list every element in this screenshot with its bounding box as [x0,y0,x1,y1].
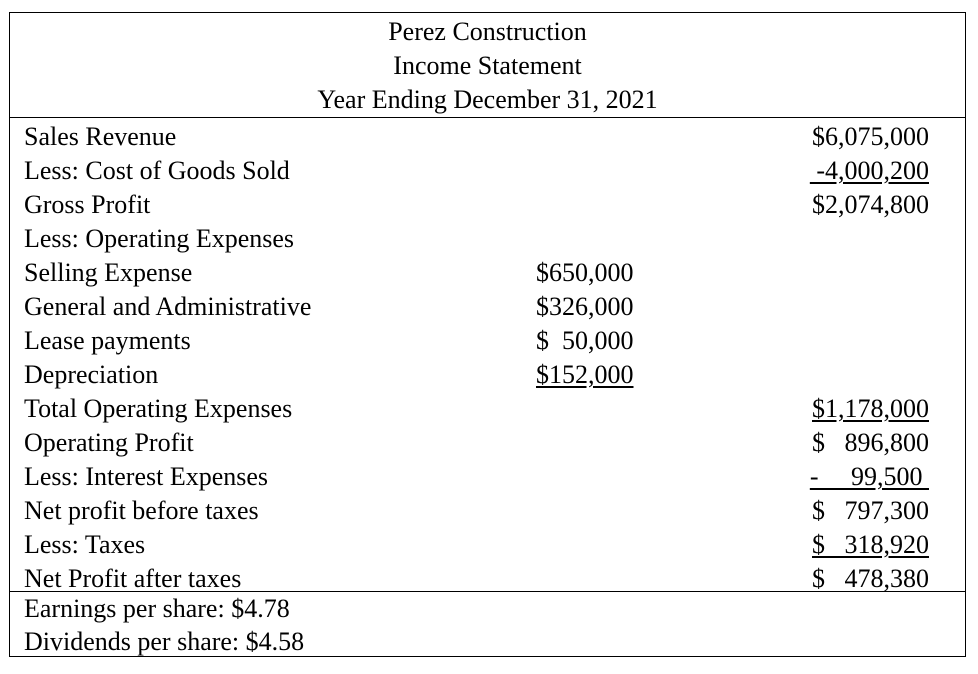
row-label: Total Operating Expenses [24,394,293,423]
row-amount: $ 478,380 [812,564,929,593]
earnings-per-share-row: Earnings per share: $4.78 [10,593,965,625]
row-amount: - 99,500 [809,462,929,491]
row-net-profit-before-taxes: Net profit before taxes $ 797,300 [10,495,965,527]
company-name: Perez Construction [388,17,587,46]
row-sub-amount: $650,000 [536,258,634,287]
row-sub-amount: $326,000 [536,292,634,321]
row-label: Depreciation [24,360,159,389]
row-label: Sales Revenue [24,122,177,151]
row-amount: $1,178,000 [812,394,929,423]
row-total-operating-expenses: Total Operating Expenses $1,178,000 [10,393,965,425]
row-amount: $ 318,920 [812,530,929,559]
dividends-per-share: Dividends per share: $4.58 [24,627,305,656]
row-sub-amount: $152,000 [536,360,634,389]
income-statement: Perez Construction Income Statement Year… [9,12,966,657]
row-amount: -4,000,200 [809,156,929,185]
row-depreciation: Depreciation $152,000 [10,359,965,391]
row-label: Operating Profit [24,428,194,457]
row-operating-profit: Operating Profit $ 896,800 [10,427,965,459]
row-selling-expense: Selling Expense $650,000 [10,257,965,289]
row-label: Less: Taxes [24,530,146,559]
statement-title: Income Statement [393,51,582,80]
row-label: Less: Operating Expenses [24,224,295,253]
row-amount: $2,074,800 [812,190,929,219]
row-label: Net profit before taxes [24,496,259,525]
row-label: Lease payments [24,326,191,355]
statement-footer: Earnings per share: $4.78 Dividends per … [10,591,965,656]
row-amount: $ 896,800 [812,428,929,457]
row-label: Less: Cost of Goods Sold [24,156,290,185]
dividends-per-share-row: Dividends per share: $4.58 [10,626,965,658]
statement-period: Year Ending December 31, 2021 [317,85,658,114]
row-interest-expenses: Less: Interest Expenses - 99,500 [10,461,965,493]
row-lease-payments: Lease payments $ 50,000 [10,325,965,357]
row-label: Less: Interest Expenses [24,462,269,491]
row-general-administrative: General and Administrative $326,000 [10,291,965,323]
row-net-profit-after-taxes: Net Profit after taxes $ 478,380 [10,563,965,595]
row-label: Net Profit after taxes [24,564,242,593]
row-label: Selling Expense [24,258,193,287]
statement-body: Sales Revenue $6,075,000 Less: Cost of G… [10,117,965,595]
row-label: Gross Profit [24,190,151,219]
row-amount: $ 797,300 [812,496,929,525]
row-operating-expenses-heading: Less: Operating Expenses [10,223,965,255]
statement-header: Perez Construction Income Statement Year… [10,13,965,118]
row-sub-amount: $ 50,000 [536,326,634,355]
row-amount: $6,075,000 [812,122,929,151]
earnings-per-share: Earnings per share: $4.78 [24,594,290,623]
row-cost-of-goods-sold: Less: Cost of Goods Sold -4,000,200 [10,155,965,187]
row-gross-profit: Gross Profit $2,074,800 [10,189,965,221]
row-label: General and Administrative [24,292,312,321]
row-taxes: Less: Taxes $ 318,920 [10,529,965,561]
row-sales-revenue: Sales Revenue $6,075,000 [10,121,965,153]
